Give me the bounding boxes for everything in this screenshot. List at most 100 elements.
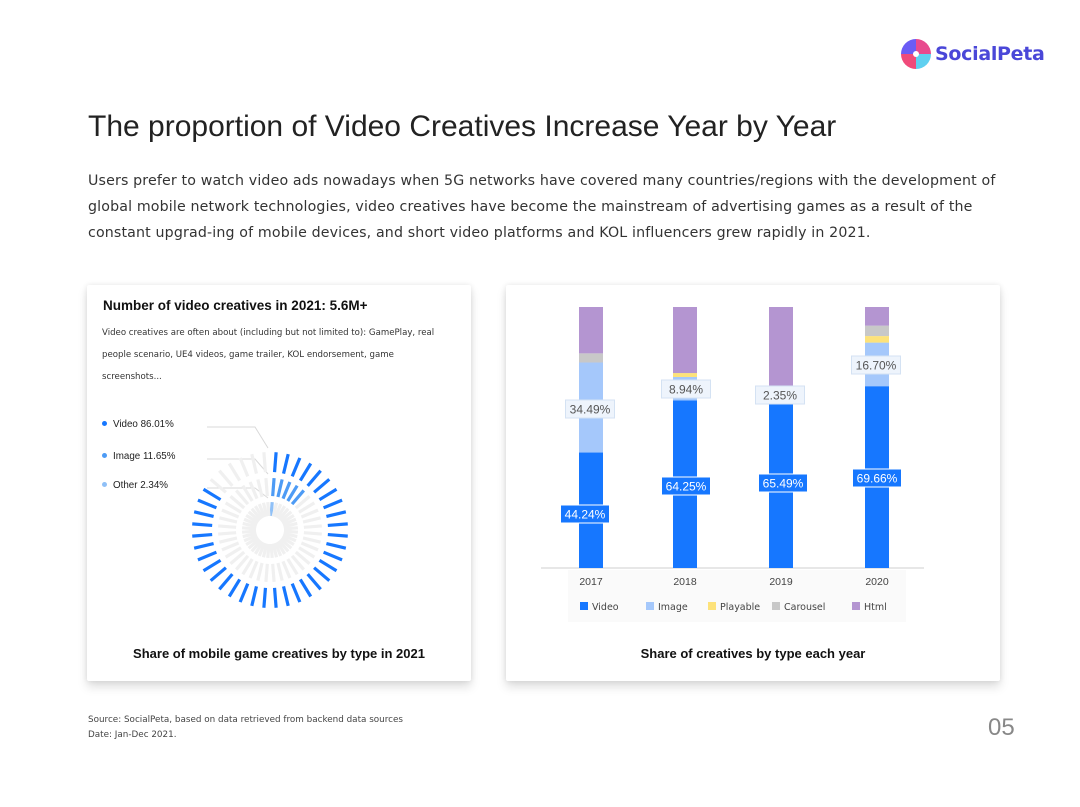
ring-segment-track xyxy=(250,453,259,474)
data-label-text: 44.24% xyxy=(565,508,606,522)
ring-segment-track xyxy=(245,535,259,546)
data-label-image-2017: 34.49% xyxy=(565,399,615,419)
ring-segment-track xyxy=(298,546,316,559)
footer-source: Source: SocialPeta, based on data retrie… xyxy=(88,713,403,743)
ring-segment-track xyxy=(302,516,321,524)
legend-item-playable: Playable xyxy=(708,602,760,613)
ring-segment-track xyxy=(241,484,254,502)
ring-segment-filled xyxy=(193,510,214,519)
ring-segment-filled xyxy=(281,481,292,500)
page-title: The proportion of Video Creatives Increa… xyxy=(88,110,837,143)
ring-segment-track xyxy=(282,533,297,543)
bar-segment-playable xyxy=(865,336,889,343)
ring-segment-track xyxy=(218,531,237,536)
ring-segment-filled xyxy=(202,487,222,502)
leader-line xyxy=(207,458,269,475)
bar-2020 xyxy=(865,307,889,568)
ring-segment-track xyxy=(300,541,319,552)
ring-segment-filled xyxy=(209,566,227,582)
ring-segment-track xyxy=(218,469,234,487)
data-label-video-2020: 69.66% xyxy=(852,468,902,488)
ring-segment-track xyxy=(276,562,284,581)
data-label-text: 69.66% xyxy=(857,472,898,486)
data-label-text: 2.35% xyxy=(763,389,797,403)
bar-segment-playable xyxy=(673,373,697,377)
legend-swatch xyxy=(580,602,588,610)
ring-segment-filled xyxy=(262,587,268,608)
creatives-type-card: Number of video creatives in 2021: 5.6M+… xyxy=(87,285,471,681)
ring-segment-filled xyxy=(327,532,348,538)
bar-segment-html xyxy=(769,307,793,391)
ring-segment-track xyxy=(245,514,259,525)
data-label-bg xyxy=(661,476,711,496)
legend-label: Playable xyxy=(720,602,760,613)
ring-segment-filled xyxy=(327,522,348,528)
ring-segment-track xyxy=(235,554,250,571)
ring-segment-track xyxy=(250,507,263,521)
data-label-video-2018: 64.25% xyxy=(661,476,711,496)
ring-segment-filled xyxy=(313,478,331,494)
ring-segment-track xyxy=(238,457,250,478)
ring-segment-track xyxy=(229,495,246,510)
ring-image xyxy=(218,478,322,582)
date-text: Date: Jan-Dec 2021. xyxy=(88,730,177,740)
ring-segment-filled xyxy=(281,453,290,474)
data-label-text: 65.49% xyxy=(763,477,804,491)
ring-segment-track xyxy=(219,516,238,524)
legend-swatch xyxy=(708,602,716,610)
bar-2019 xyxy=(769,307,793,568)
ring-segment-filled xyxy=(272,452,278,473)
bar-segment-carousel xyxy=(579,353,603,363)
ring-segment-track xyxy=(283,529,299,534)
ring-segment-track xyxy=(266,501,271,517)
ring-segment-track xyxy=(281,535,295,546)
data-label-video-2019: 65.49% xyxy=(758,473,808,493)
ring-segment-track xyxy=(273,542,283,557)
leader-line xyxy=(207,426,269,449)
card-subtitle: Video creatives are often about (includi… xyxy=(102,328,435,382)
legend-swatch xyxy=(852,602,860,610)
legend-item-other: Other 2.34% xyxy=(102,480,168,491)
ring-segment-track xyxy=(248,560,259,579)
ring-segment-track xyxy=(281,514,295,525)
bar-segment-carousel xyxy=(865,325,889,337)
ring-segment-track xyxy=(243,517,258,527)
ring-segment-track xyxy=(242,531,257,539)
ring-segment-filled xyxy=(298,578,313,598)
right-chart-caption: Share of creatives by type each year xyxy=(640,646,866,661)
ring-segment-track xyxy=(243,533,258,543)
ring-segment-track xyxy=(254,505,265,519)
legend-label-image: Image 11.65% xyxy=(113,451,176,462)
legend-label: Html xyxy=(864,602,887,613)
ring-segment-filled xyxy=(197,498,218,510)
ring-segment-track xyxy=(262,452,268,473)
socialpeta-logo-icon xyxy=(901,39,931,69)
ring-other xyxy=(241,501,299,559)
ring-segment-track xyxy=(298,501,316,514)
ring-segment-track xyxy=(281,560,292,579)
ring-segment-filled xyxy=(250,586,259,607)
ring-segment-filled xyxy=(238,582,250,603)
bar-segment-html xyxy=(579,307,603,354)
ring-segment-track xyxy=(256,479,264,498)
ring-segment-filled xyxy=(306,573,322,591)
legend-dot-other xyxy=(102,482,107,487)
ring-segment-track xyxy=(235,489,250,506)
ring-segment-filled xyxy=(286,484,299,502)
ring-segment-filled xyxy=(269,501,274,517)
source-text: Source: SocialPeta, based on data retrie… xyxy=(88,715,403,725)
data-label-bg xyxy=(851,355,901,375)
ring-segment-track xyxy=(302,536,321,544)
ring-segment-track xyxy=(218,524,237,529)
ring-segment-filled xyxy=(313,566,331,582)
ring-segment-track xyxy=(275,541,286,555)
ring-segment-track xyxy=(241,558,254,576)
ring-segment-track xyxy=(247,510,261,523)
ring-segment-track xyxy=(300,508,319,519)
ring-segment-track xyxy=(256,562,264,581)
ring-segment-track xyxy=(266,543,271,559)
data-label-text: 8.94% xyxy=(669,383,703,397)
creatives-by-year-card: 44.24% 64.25% 65.49% 69.66% 34.49% 8.94% 2.35%… xyxy=(506,285,1000,681)
ring-segment-filled xyxy=(322,498,343,510)
ring-segment-track xyxy=(241,526,257,531)
